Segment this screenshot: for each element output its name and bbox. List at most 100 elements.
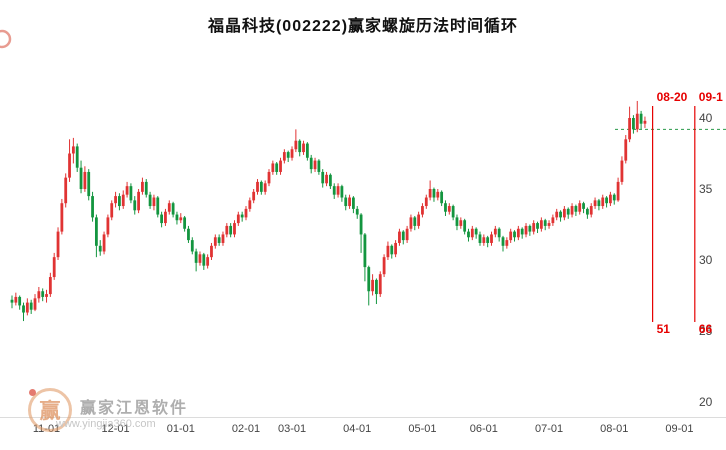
candle-body	[56, 231, 60, 258]
candle-body	[336, 186, 340, 195]
candle-body	[440, 191, 444, 204]
candle-body	[152, 197, 156, 207]
x-axis-label: 05-01	[408, 423, 436, 435]
candle-body	[248, 200, 252, 209]
candle-body	[236, 214, 240, 224]
candle-body	[156, 197, 160, 215]
candle-body	[198, 254, 202, 263]
candle-body	[605, 197, 608, 204]
logo-dot-icon	[29, 389, 36, 396]
candle-body	[536, 223, 539, 229]
candle-body	[202, 254, 206, 266]
candle-body	[309, 157, 313, 170]
candle-body	[87, 171, 91, 197]
candle-body	[467, 231, 470, 238]
candle-body	[41, 291, 45, 297]
candle-body	[451, 206, 455, 218]
candle-body	[532, 223, 536, 232]
x-axis-label: 03-01	[278, 423, 306, 435]
candle-body	[252, 191, 256, 201]
candle-body	[271, 163, 275, 172]
candle-body	[106, 217, 110, 235]
candle-body	[68, 153, 71, 178]
x-axis-label: 01-01	[167, 423, 195, 435]
candle-body	[501, 237, 505, 246]
candle-body	[167, 203, 171, 212]
candle-body	[601, 197, 605, 207]
candle-body	[102, 234, 106, 252]
candle-body	[160, 214, 164, 224]
candle-body	[578, 203, 582, 212]
watermark-logo-icon: 赢	[28, 388, 72, 432]
candle-body	[582, 203, 585, 209]
candle-body	[490, 234, 493, 243]
candle-body	[547, 223, 551, 226]
candle-body	[570, 206, 574, 215]
candle-body	[589, 206, 593, 215]
candle-body	[340, 186, 344, 198]
candle-body	[482, 237, 486, 243]
candle-body	[263, 183, 267, 192]
candle-body	[121, 194, 125, 207]
candle-body	[14, 296, 18, 303]
candle-body	[48, 277, 52, 295]
candle-body	[628, 118, 631, 140]
candle-body	[187, 228, 190, 241]
candle-body	[60, 203, 64, 232]
candle-body	[455, 217, 459, 226]
corner-watermark-fragment-icon	[0, 29, 12, 49]
candle-body	[328, 174, 332, 187]
y-axis-label: 40	[699, 111, 713, 125]
candle-body	[71, 146, 75, 154]
candle-body	[555, 211, 559, 218]
cycle-count-label: 51	[657, 322, 671, 336]
y-axis-label: 35	[699, 182, 713, 196]
candle-body	[22, 305, 25, 313]
candle-body	[221, 234, 225, 243]
candle-body	[386, 245, 390, 258]
candle-body	[18, 296, 22, 306]
candle-body	[141, 181, 144, 192]
candle-body	[217, 237, 221, 243]
candle-body	[398, 231, 401, 243]
x-axis-label: 12-01	[102, 423, 130, 435]
candle-body	[240, 214, 244, 218]
candle-body	[378, 274, 382, 295]
candle-body	[390, 245, 394, 255]
candle-body	[348, 197, 351, 207]
x-axis-label: 07-01	[535, 423, 563, 435]
candle-body	[394, 242, 397, 255]
candle-body	[421, 206, 424, 215]
candle-body	[259, 181, 263, 192]
candle-body	[133, 200, 137, 211]
candle-body	[444, 203, 447, 212]
candle-body	[210, 245, 213, 258]
candle-body	[409, 217, 413, 229]
candle-body	[325, 174, 328, 184]
candle-body	[562, 208, 566, 218]
candle-body	[183, 217, 187, 229]
candle-body	[632, 118, 635, 130]
candle-body	[367, 267, 371, 292]
candle-body	[375, 279, 378, 295]
candle-body	[486, 237, 490, 243]
candle-body	[94, 217, 98, 246]
y-axis-label: 25	[699, 324, 713, 338]
candle-body	[513, 231, 516, 238]
candle-body	[118, 196, 121, 207]
candle-body	[463, 220, 467, 232]
candle-body	[275, 163, 279, 172]
candle-body	[509, 231, 513, 241]
candle-body	[624, 139, 628, 161]
candle-body	[597, 200, 601, 207]
candle-body	[148, 194, 152, 207]
candle-body	[643, 120, 647, 124]
candle-body	[175, 214, 179, 221]
candle-body	[91, 196, 94, 218]
y-axis-label: 20	[699, 395, 713, 409]
candle-body	[428, 189, 432, 198]
candle-body	[164, 211, 167, 224]
candle-body	[29, 302, 33, 310]
candle-body	[543, 220, 547, 226]
